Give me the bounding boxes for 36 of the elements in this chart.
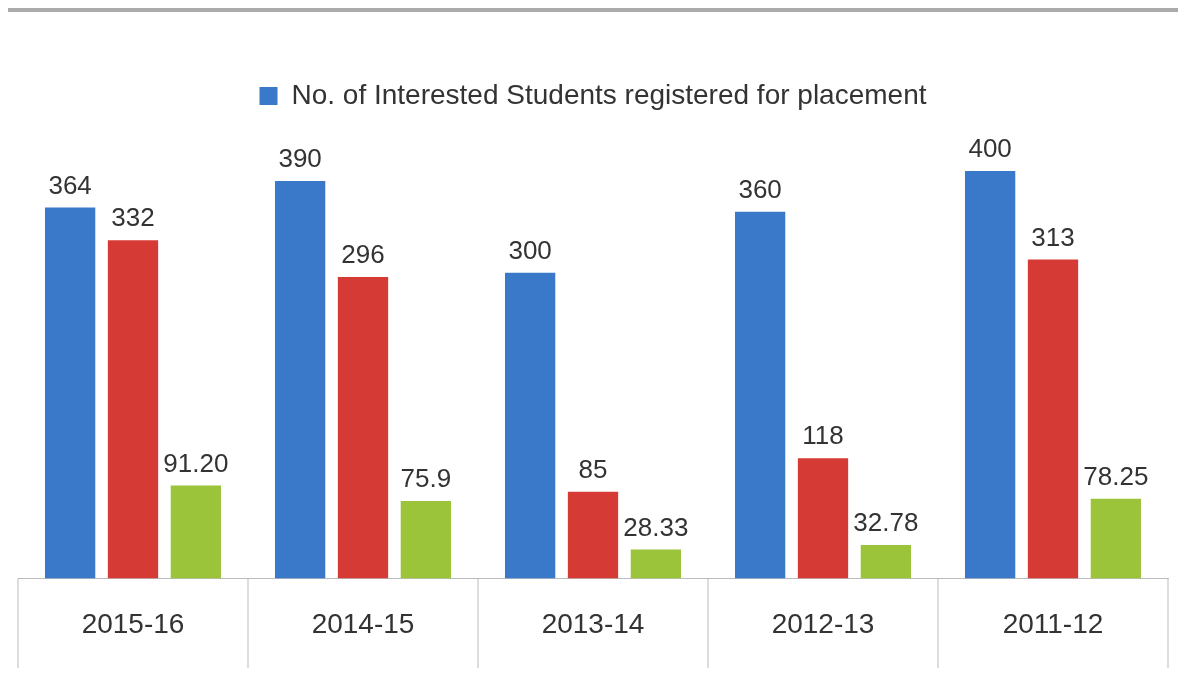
data-label: 360 <box>738 173 782 204</box>
bar <box>797 458 849 579</box>
data-label: 300 <box>508 234 552 265</box>
data-label: 332 <box>111 202 155 233</box>
bar <box>170 485 222 579</box>
data-label: 85 <box>578 453 608 484</box>
bar <box>630 549 682 579</box>
bar <box>964 170 1016 579</box>
bar <box>107 240 159 579</box>
bar <box>337 276 389 579</box>
x-tick-label: 2015-16 <box>81 607 185 639</box>
data-label: 313 <box>1031 221 1075 252</box>
legend-label: No. of Interested Students registered for placement <box>291 78 927 110</box>
data-label: 296 <box>341 239 385 270</box>
bar <box>504 272 556 579</box>
data-label: 390 <box>278 143 322 174</box>
x-tick-label: 2012-13 <box>771 607 875 639</box>
x-tick-label: 2013-14 <box>541 607 645 639</box>
data-label: 364 <box>48 169 92 200</box>
x-tick-label: 2014-15 <box>311 607 415 639</box>
data-label: 400 <box>968 133 1012 164</box>
bar <box>400 501 452 579</box>
bar <box>567 491 619 579</box>
data-label: 28.33 <box>623 511 689 542</box>
bar <box>1090 498 1142 579</box>
data-label: 78.25 <box>1083 460 1149 491</box>
data-label: 91.20 <box>163 447 229 478</box>
data-label: 75.9 <box>400 463 452 494</box>
data-label: 118 <box>802 420 844 451</box>
bar <box>860 545 912 579</box>
bar <box>734 211 786 579</box>
bar <box>44 207 96 579</box>
data-label: 32.78 <box>853 507 919 538</box>
bar <box>1027 259 1079 579</box>
bar <box>274 181 326 579</box>
x-tick-label: 2011-12 <box>1002 607 1104 639</box>
